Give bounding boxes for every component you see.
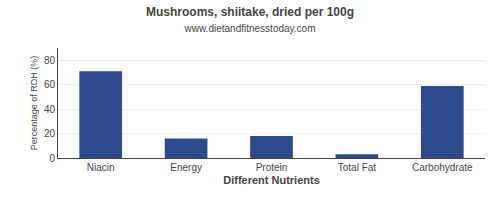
svg-text:Percentage of RDH (%): Percentage of RDH (%) <box>29 56 39 151</box>
svg-text:60: 60 <box>44 79 56 90</box>
svg-text:20: 20 <box>44 128 56 139</box>
svg-text:Mushrooms, shiitake, dried per: Mushrooms, shiitake, dried per 100gwww.d… <box>146 5 354 34</box>
svg-text:Niacin: Niacin <box>87 162 115 173</box>
svg-text:Total Fat: Total Fat <box>338 162 377 173</box>
svg-text:Energy: Energy <box>170 162 202 173</box>
svg-text:Protein: Protein <box>256 162 288 173</box>
svg-text:80: 80 <box>44 55 56 66</box>
svg-text:0: 0 <box>49 153 55 164</box>
svg-text:Different Nutrients: Different Nutrients <box>223 174 320 186</box>
svg-text:Carbohydrate: Carbohydrate <box>412 162 473 173</box>
svg-text:40: 40 <box>44 104 56 115</box>
